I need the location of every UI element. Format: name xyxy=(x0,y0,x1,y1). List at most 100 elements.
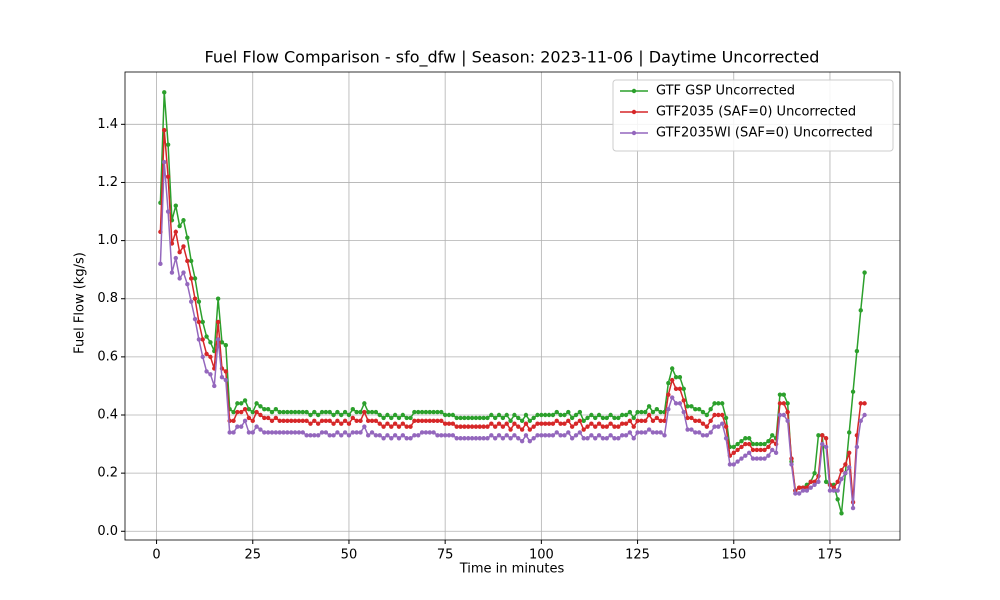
data-point xyxy=(531,415,536,421)
data-point xyxy=(369,430,375,435)
data-point xyxy=(862,401,867,406)
data-point xyxy=(196,299,202,304)
data-point xyxy=(446,433,452,438)
data-point xyxy=(554,418,559,424)
data-point xyxy=(323,418,329,424)
data-point xyxy=(716,401,721,406)
data-point xyxy=(323,430,329,435)
data-point xyxy=(666,392,671,397)
data-point xyxy=(158,261,163,267)
data-point xyxy=(285,418,290,424)
data-point xyxy=(335,418,340,424)
data-point xyxy=(177,276,182,281)
data-point xyxy=(550,412,556,418)
data-point xyxy=(208,354,213,360)
data-point xyxy=(623,412,629,418)
data-point xyxy=(396,436,402,441)
data-point xyxy=(770,433,775,438)
data-point xyxy=(770,447,775,453)
y-tick-label: 0.6 xyxy=(97,349,118,364)
data-point xyxy=(650,409,656,415)
data-point xyxy=(235,409,240,415)
data-point xyxy=(693,418,698,424)
data-point xyxy=(231,409,236,415)
data-point xyxy=(643,430,648,435)
data-point xyxy=(346,433,352,438)
data-point xyxy=(173,203,178,208)
data-point xyxy=(712,424,717,429)
x-axis-label: Time in minutes xyxy=(459,562,565,577)
data-point xyxy=(631,424,636,429)
data-point xyxy=(673,386,679,392)
data-point xyxy=(196,319,202,325)
data-point xyxy=(285,409,290,415)
data-point xyxy=(339,433,344,438)
data-point xyxy=(273,430,279,435)
data-point xyxy=(289,430,294,435)
data-point xyxy=(519,418,525,424)
data-point xyxy=(265,406,271,412)
data-point xyxy=(208,372,213,377)
y-tick-label: 0.0 xyxy=(97,524,118,539)
data-point xyxy=(816,433,821,438)
data-point xyxy=(289,418,294,424)
data-point xyxy=(219,375,225,380)
data-point xyxy=(458,415,463,421)
data-point xyxy=(231,430,236,435)
data-point xyxy=(250,430,255,435)
y-tick-label: 1.2 xyxy=(97,175,118,190)
data-point xyxy=(423,409,429,415)
data-point xyxy=(508,427,513,432)
data-point xyxy=(373,433,379,438)
data-point xyxy=(473,424,479,429)
data-point xyxy=(677,375,683,380)
data-point xyxy=(654,406,660,412)
data-point xyxy=(223,343,229,348)
data-point xyxy=(323,409,329,415)
data-point xyxy=(277,430,282,435)
data-point xyxy=(720,401,725,406)
data-point xyxy=(704,424,710,429)
data-point xyxy=(300,418,305,424)
data-point xyxy=(223,369,229,374)
plot-frame xyxy=(124,71,901,541)
data-point xyxy=(223,377,229,383)
data-point xyxy=(485,424,490,429)
data-point xyxy=(716,424,721,429)
data-point xyxy=(292,430,298,435)
data-point xyxy=(365,433,371,438)
data-point xyxy=(342,409,348,415)
data-point xyxy=(319,430,325,435)
data-point xyxy=(369,418,375,424)
data-point xyxy=(785,409,790,415)
data-point xyxy=(389,436,394,441)
data-point xyxy=(185,235,190,240)
data-point xyxy=(616,424,621,429)
data-point xyxy=(239,424,244,429)
data-point xyxy=(281,418,286,424)
data-point xyxy=(858,308,863,313)
data-point xyxy=(558,421,563,426)
data-point xyxy=(492,415,498,421)
data-point xyxy=(450,412,456,418)
data-point xyxy=(723,436,729,441)
data-point xyxy=(696,406,702,412)
data-point xyxy=(396,424,402,429)
data-point xyxy=(785,401,790,406)
data-point xyxy=(847,465,852,470)
data-point xyxy=(666,406,671,412)
data-point xyxy=(254,424,259,429)
data-point xyxy=(354,418,359,424)
data-point xyxy=(319,409,325,415)
data-point xyxy=(404,436,409,441)
data-point xyxy=(635,409,640,415)
data-point xyxy=(500,424,506,429)
data-point xyxy=(835,488,840,493)
data-point xyxy=(523,433,529,438)
data-point xyxy=(450,421,456,426)
data-point xyxy=(612,424,617,429)
data-point xyxy=(262,430,267,435)
data-point xyxy=(562,433,567,438)
data-point xyxy=(758,441,763,447)
